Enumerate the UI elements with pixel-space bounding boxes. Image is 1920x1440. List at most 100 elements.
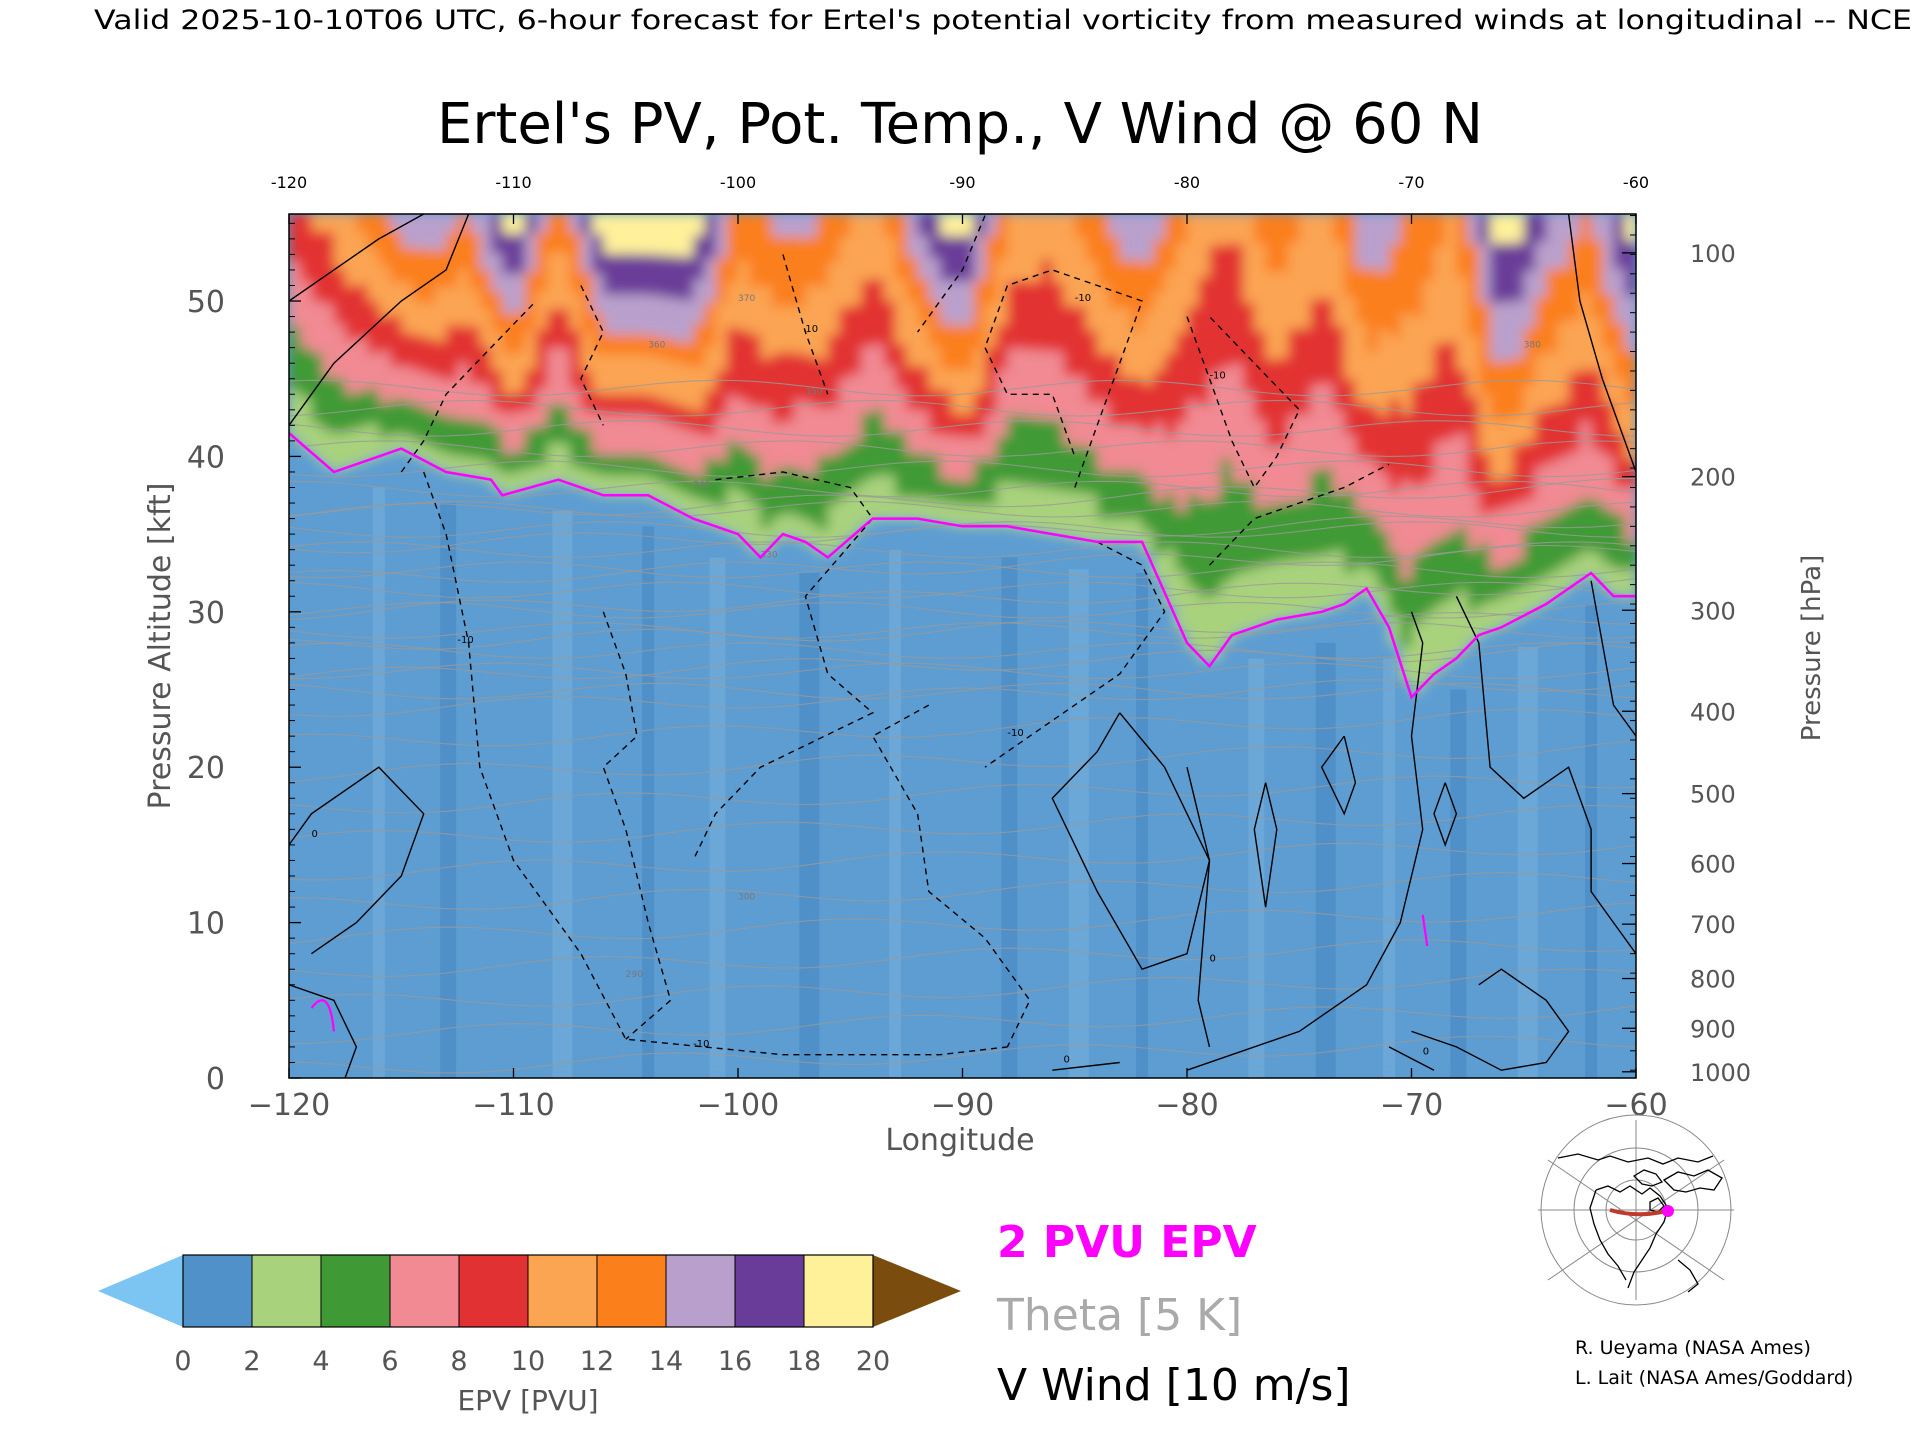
tropopause-2pvu-line [289,432,1636,700]
stratosphere-cell [940,478,952,502]
stratosphere-cell [333,432,346,452]
stratosphere-cell [423,266,436,286]
stratosphere-cell [378,367,391,386]
colorbar-ticks: 0 2 4 6 8 10 12 14 16 18 20 [174,1255,890,1377]
stratosphere-cell [1467,457,1480,489]
stratosphere-cell [1523,214,1536,243]
stratosphere-cell [1265,591,1278,622]
stratosphere-cell [1579,524,1592,551]
low-level-pv-line [310,999,335,1032]
stratosphere-cell [895,365,907,389]
stratosphere-cell [1209,244,1222,278]
stratosphere-cell [1220,214,1233,245]
stratosphere-cell [502,313,515,334]
stratosphere-cell [558,251,571,272]
stratosphere-cell [491,428,503,449]
stratosphere-cell [401,416,414,435]
stratosphere-cell [1142,310,1154,336]
stratosphere-cell [1063,236,1076,261]
theta-contour [289,521,1636,538]
troposphere-cell [1209,658,1222,1078]
stratosphere-cell [625,233,638,255]
stratosphere-cell [1198,468,1211,501]
v-wind-contour [289,984,358,1078]
stratosphere-cell [794,446,806,471]
stratosphere-cell [1445,629,1457,663]
stratosphere-cell [1220,458,1233,490]
stratosphere-cell [917,322,930,345]
stratosphere-cell [1097,377,1110,402]
stratosphere-cell [1389,613,1401,645]
stratosphere-cell [1175,242,1188,274]
stratosphere-cell [345,375,357,395]
stratosphere-cell [906,409,919,432]
stratosphere-cell [513,430,526,452]
stratosphere-cell [1344,323,1356,352]
troposphere-cell [782,536,795,1078]
v-wind-contour-negative [984,269,1143,488]
theta-contour [289,622,1636,639]
stratosphere-cell [1018,214,1031,237]
stratosphere-cell [1085,259,1098,285]
stratosphere-cell [457,250,470,270]
stratosphere-cell [502,333,515,354]
stratosphere-cell [1579,498,1592,526]
troposphere-cell [872,518,885,1078]
stratosphere-cell [895,300,907,323]
stratosphere-cell [1602,509,1615,537]
stratosphere-cell [1321,552,1334,582]
stratosphere-cell [917,387,930,411]
stratosphere-cell [749,502,762,528]
stratosphere-cell [1018,325,1031,350]
stratosphere-cell [726,417,739,442]
stratosphere-cell [1276,328,1289,359]
stratosphere-cell [412,214,425,232]
stratosphere-cell [1602,320,1615,349]
stratosphere-cell [580,232,593,254]
stratosphere-cell [1411,622,1424,658]
stratosphere-cell [1422,446,1435,481]
stratosphere-cell [457,380,470,401]
stratosphere-cell [984,214,997,237]
stratosphere-cell [1321,382,1334,412]
stratosphere-cell [592,372,604,394]
colorbar-tick-label: 2 [243,1346,260,1377]
stratosphere-cell [603,273,616,295]
stratosphere-cell [1041,236,1053,260]
stratosphere-cell [794,259,806,284]
stratosphere-cell [1366,295,1379,324]
stratosphere-cell [1007,481,1020,505]
stratosphere-cell [390,365,402,383]
theta-contour [289,902,1636,945]
stratosphere-cell [928,476,941,500]
stratosphere-cell [1310,241,1323,271]
troposphere-cell [1220,642,1233,1078]
troposphere-stripe [1450,689,1467,1078]
stratosphere-cell [491,447,503,468]
troposphere-cell [1456,652,1469,1078]
stratosphere-cell [1456,307,1469,340]
stratosphere-cell [625,373,638,395]
stratosphere-cell [479,251,492,271]
stratosphere-cell [1265,242,1278,273]
stratosphere-cell [367,300,380,319]
stratosphere-cell [693,366,705,390]
stratosphere-cell [1422,512,1435,547]
stratosphere-cell [1534,465,1547,495]
stratosphere-cell [1029,507,1042,532]
stratosphere-cell [917,214,930,236]
stratosphere-cell [524,428,537,449]
stratosphere-cell [883,409,896,432]
stratosphere-cell [322,303,335,323]
stratosphere-cell [1220,305,1233,337]
stratosphere-cell [592,233,604,254]
stratosphere-cell [962,235,975,259]
stratosphere-cell [434,304,447,324]
stratosphere-cell [1467,548,1480,580]
stratosphere-cell [569,387,582,408]
stratosphere-cell [917,344,930,367]
stratosphere-cell [636,474,649,496]
stratosphere-cell [558,347,571,367]
stratosphere-cell [1422,579,1435,614]
troposphere-cell [659,504,672,1078]
